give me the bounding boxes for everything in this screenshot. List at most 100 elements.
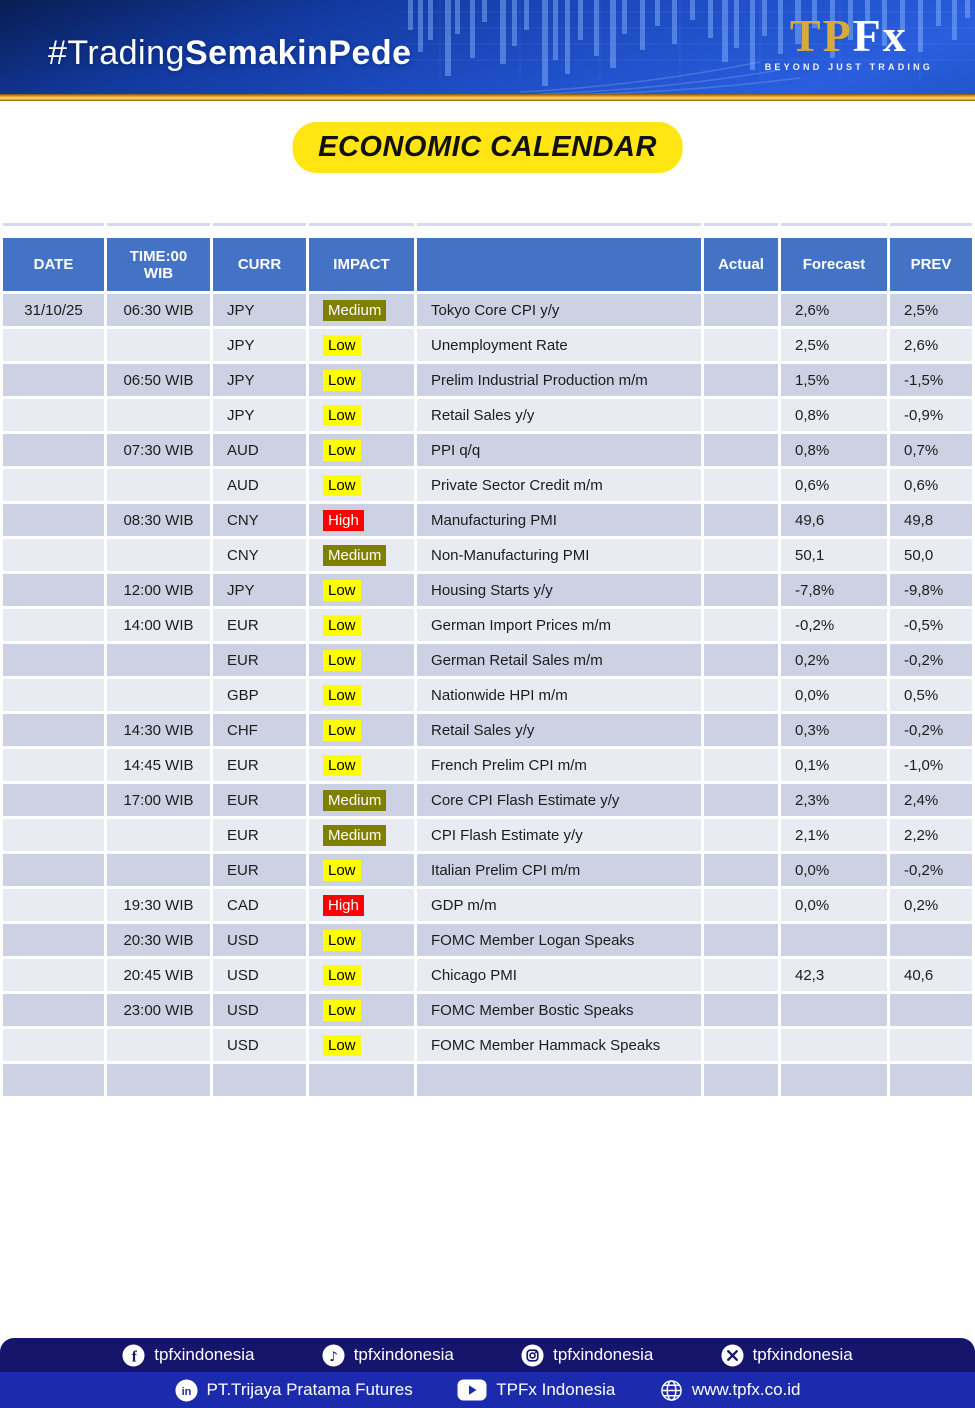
cell-actual (704, 364, 778, 396)
footer-company-row: in PT.Trijaya Pratama Futures TPFx Indones… (0, 1372, 975, 1408)
cell-time: 20:30 WIB (107, 924, 210, 956)
cell-curr: EUR (213, 819, 306, 851)
sliver-segment (309, 223, 414, 226)
cell-time (107, 1064, 210, 1096)
cell-curr: AUD (213, 469, 306, 501)
cell-date (3, 504, 104, 536)
impact-badge-low: Low (323, 439, 361, 461)
cell-impact: Low (309, 994, 414, 1026)
sliver-segment (781, 223, 887, 226)
cell-actual (704, 994, 778, 1026)
cell-actual (704, 434, 778, 466)
cell-actual (704, 714, 778, 746)
cell-impact: Low (309, 1029, 414, 1061)
cell-curr: USD (213, 924, 306, 956)
cell-impact: Low (309, 329, 414, 361)
cell-prev: 0,5% (890, 679, 972, 711)
impact-badge-low: Low (323, 719, 361, 741)
cell-actual (704, 679, 778, 711)
cell-event: Chicago PMI (417, 959, 701, 991)
cell-event: Prelim Industrial Production m/m (417, 364, 701, 396)
social-item-youtube[interactable]: TPFx Indonesia (457, 1379, 615, 1401)
social-item-linkedin[interactable]: in PT.Trijaya Pratama Futures (174, 1378, 413, 1402)
cell-curr: JPY (213, 329, 306, 361)
cell-forecast: 0,1% (781, 749, 887, 781)
cell-curr: USD (213, 959, 306, 991)
cell-actual (704, 1064, 778, 1096)
cell-time (107, 539, 210, 571)
sliver-segment (3, 223, 104, 226)
sliver-segment (213, 223, 306, 226)
cell-forecast: -0,2% (781, 609, 887, 641)
cell-forecast (781, 1064, 887, 1096)
social-item-facebook[interactable]: f tpfxindonesia (122, 1343, 254, 1367)
cell-date (3, 329, 104, 361)
logo-tagline: BEYOND JUST TRADING (764, 62, 933, 72)
cell-date: 31/10/25 (3, 294, 104, 326)
cell-time (107, 329, 210, 361)
svg-text:in: in (181, 1385, 191, 1397)
impact-badge-low: Low (323, 859, 361, 881)
cell-forecast: 0,2% (781, 644, 887, 676)
social-label: www.tpfx.co.id (691, 1380, 801, 1399)
cell-curr: AUD (213, 434, 306, 466)
cell-event: PPI q/q (417, 434, 701, 466)
cell-curr: EUR (213, 644, 306, 676)
cell-actual (704, 644, 778, 676)
cell-time (107, 399, 210, 431)
impact-badge-medium: Medium (323, 824, 387, 846)
cell-impact: Low (309, 644, 414, 676)
cell-actual (704, 609, 778, 641)
svg-text:♪: ♪ (329, 1349, 338, 1364)
cell-prev (890, 924, 972, 956)
cell-curr: CNY (213, 539, 306, 571)
cell-event: German Retail Sales m/m (417, 644, 701, 676)
cell-forecast: 0,6% (781, 469, 887, 501)
cell-date (3, 609, 104, 641)
social-item-instagram[interactable]: tpfxindonesia (521, 1343, 653, 1367)
cell-prev: -0,2% (890, 854, 972, 886)
svg-text:f: f (132, 1348, 138, 1365)
cell-time (107, 819, 210, 851)
cell-date (3, 994, 104, 1026)
cell-impact: Medium (309, 539, 414, 571)
cell-actual (704, 469, 778, 501)
cell-impact: Low (309, 854, 414, 886)
impact-badge-medium: Medium (323, 299, 387, 321)
cell-curr: EUR (213, 749, 306, 781)
sliver-segment (417, 223, 701, 226)
social-item-x[interactable]: tpfxindonesia (721, 1343, 853, 1367)
cell-event: Private Sector Credit m/m (417, 469, 701, 501)
cell-time: 17:00 WIB (107, 784, 210, 816)
instagram-icon (521, 1343, 544, 1367)
cell-date (3, 1029, 104, 1061)
cell-actual (704, 574, 778, 606)
tiktok-icon: ♪ (322, 1343, 345, 1367)
logo-white-letters: Fx (852, 10, 908, 61)
column-header-actual: Actual (704, 238, 778, 291)
cell-event: FOMC Member Logan Speaks (417, 924, 701, 956)
social-label: tpfxindonesia (752, 1345, 853, 1364)
cell-date (3, 854, 104, 886)
cell-time: 06:30 WIB (107, 294, 210, 326)
column-header-date: DATE (3, 238, 104, 291)
cell-prev: -9,8% (890, 574, 972, 606)
impact-badge-low: Low (323, 1034, 361, 1056)
cell-prev: 50,0 (890, 539, 972, 571)
cell-forecast (781, 994, 887, 1026)
cell-forecast: 50,1 (781, 539, 887, 571)
cell-date (3, 574, 104, 606)
cell-event: Tokyo Core CPI y/y (417, 294, 701, 326)
cell-forecast: 42,3 (781, 959, 887, 991)
cell-prev: 2,2% (890, 819, 972, 851)
cell-date (3, 924, 104, 956)
cell-time: 23:00 WIB (107, 994, 210, 1026)
cell-actual (704, 504, 778, 536)
social-item-tiktok[interactable]: ♪ tpfxindonesia (322, 1343, 454, 1367)
cell-forecast: 0,0% (781, 889, 887, 921)
cell-actual (704, 749, 778, 781)
social-item-globe[interactable]: www.tpfx.co.id (660, 1379, 801, 1402)
column-header-event (417, 238, 701, 291)
cell-prev: 2,4% (890, 784, 972, 816)
cell-date (3, 469, 104, 501)
